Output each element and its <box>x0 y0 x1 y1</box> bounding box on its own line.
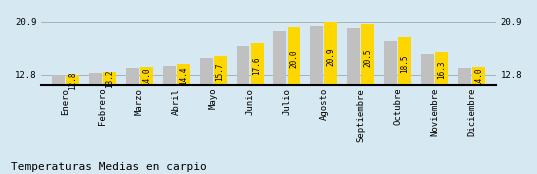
Text: 17.6: 17.6 <box>252 57 262 76</box>
Bar <box>421 54 434 85</box>
Text: Temperaturas Medias en carpio: Temperaturas Medias en carpio <box>11 162 207 172</box>
Bar <box>52 75 65 85</box>
Text: 20.0: 20.0 <box>289 50 299 68</box>
Bar <box>472 67 485 85</box>
Bar <box>140 67 153 85</box>
Text: 13.2: 13.2 <box>105 70 114 88</box>
Text: 20.9: 20.9 <box>326 47 336 66</box>
Text: 14.4: 14.4 <box>179 66 188 85</box>
Bar <box>163 66 176 85</box>
Bar <box>310 26 323 85</box>
Bar <box>273 31 286 85</box>
Text: 14.0: 14.0 <box>142 68 151 86</box>
Text: 12.8: 12.8 <box>68 71 77 90</box>
Text: 14.0: 14.0 <box>474 68 483 86</box>
Text: 20.5: 20.5 <box>364 48 372 67</box>
Bar <box>361 24 374 85</box>
Bar <box>287 27 300 85</box>
Bar <box>237 46 250 85</box>
Bar <box>200 58 213 85</box>
Bar <box>177 64 190 85</box>
Bar <box>214 56 227 85</box>
Text: 16.3: 16.3 <box>437 61 446 79</box>
Bar <box>458 68 471 85</box>
Bar <box>103 72 116 85</box>
Bar <box>251 43 264 85</box>
Bar <box>347 28 360 85</box>
Text: 18.5: 18.5 <box>400 54 409 73</box>
Bar <box>436 52 448 85</box>
Bar <box>66 75 79 85</box>
Text: 15.7: 15.7 <box>216 63 224 81</box>
Bar <box>398 37 411 85</box>
Bar <box>324 22 337 85</box>
Bar <box>89 73 101 85</box>
Bar <box>126 68 139 85</box>
Bar <box>384 41 397 85</box>
